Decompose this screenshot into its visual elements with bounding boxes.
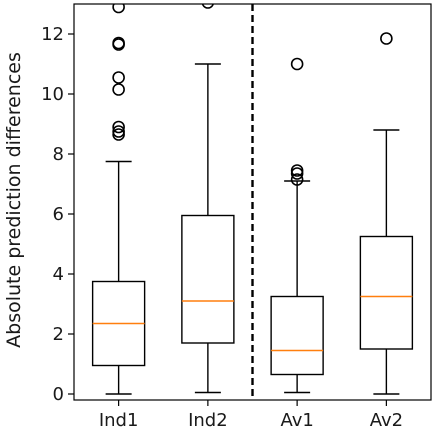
y-tick-label: 4 (53, 264, 64, 285)
y-tick-label: 6 (53, 204, 64, 225)
outlier-point (112, 83, 125, 96)
iqr-box (359, 235, 414, 350)
box-group-ind2 (181, 4, 235, 394)
outlier-point (112, 125, 125, 138)
x-tick-label: Av2 (370, 410, 403, 431)
outlier-point (112, 120, 125, 134)
y-tick-label: 8 (53, 144, 64, 165)
outlier-point (112, 36, 125, 50)
y-tick-label: 12 (41, 24, 64, 45)
y-tick-label: 2 (53, 324, 64, 345)
box-group-ind1 (91, 4, 146, 395)
outlier-point (380, 32, 393, 45)
outlier-point (112, 4, 125, 14)
x-tick-label: Av1 (280, 410, 313, 431)
outlier-point (112, 71, 125, 84)
box-series (91, 4, 414, 395)
outlier-point (290, 57, 304, 71)
iqr-box (270, 295, 324, 376)
y-axis-label: Absolute prediction differences (3, 52, 25, 348)
box-marks-group (91, 4, 414, 395)
x-tick-label: Ind2 (188, 410, 228, 431)
outlier-point (290, 173, 304, 186)
iqr-box (181, 214, 235, 344)
y-tick-label: 0 (53, 384, 64, 405)
y-tick-label: 10 (41, 84, 64, 105)
x-tick-label: Ind1 (99, 410, 139, 431)
axes: 0 2 4 6 8 10 12 Ind1 Ind2 Av1 Av2 (41, 3, 432, 431)
outlier-point (290, 164, 304, 177)
outlier-point (201, 4, 214, 9)
box-group-av2 (359, 32, 414, 395)
box-group-av1 (270, 57, 324, 394)
